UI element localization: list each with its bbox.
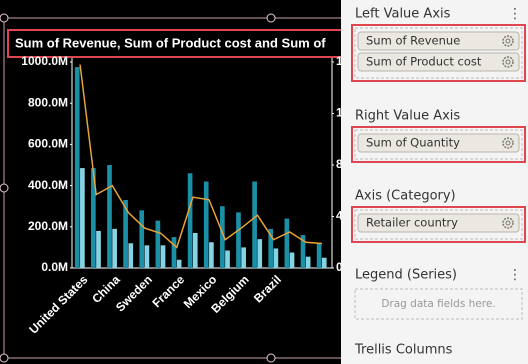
bar[interactable]: [252, 181, 257, 268]
canvas: [0, 0, 341, 364]
handles: [0, 13, 276, 363]
bar[interactable]: [220, 206, 225, 268]
section-title: Axis (Category): [355, 189, 456, 204]
bar[interactable]: [80, 168, 85, 268]
bar[interactable]: [160, 245, 166, 268]
bar[interactable]: [305, 256, 311, 268]
y2-tick-label: 16: [336, 54, 350, 68]
chart-title[interactable]: Sum of Revenue, Sum of Product cost and …: [15, 35, 326, 50]
field-label: Retailer country: [366, 216, 458, 230]
drop-zone: [354, 288, 523, 320]
y2-tick-label: 4: [336, 209, 343, 223]
kebab-menu[interactable]: ⋮: [508, 267, 522, 283]
y-tick-label: 1000.0M: [21, 54, 68, 68]
gear-hub: [505, 59, 511, 65]
bar[interactable]: [257, 239, 263, 268]
highlight: [351, 206, 526, 243]
gear-hub: [505, 38, 511, 44]
bar[interactable]: [123, 200, 128, 268]
bar[interactable]: [268, 228, 274, 268]
title-highlight: [7, 29, 341, 58]
bar[interactable]: [144, 245, 150, 268]
handle[interactable]: [266, 13, 276, 23]
bar[interactable]: [155, 220, 161, 268]
bar[interactable]: [236, 212, 241, 268]
bar[interactable]: [112, 228, 117, 268]
drop-zone: [354, 129, 523, 160]
field-label: Sum of Product cost: [366, 55, 482, 69]
bar[interactable]: [107, 165, 112, 268]
field-label: Sum of Revenue: [366, 34, 460, 48]
section-title: Trellis Columns: [354, 343, 453, 358]
handle[interactable]: [0, 183, 9, 193]
y-tick-label: 600.0M: [28, 137, 68, 151]
handle[interactable]: [0, 13, 9, 23]
bar[interactable]: [289, 252, 295, 268]
drop-zone: [354, 27, 523, 79]
field-label: Sum of Quantity: [366, 136, 460, 150]
field-pill[interactable]: [357, 133, 520, 153]
handle[interactable]: [0, 353, 9, 363]
bar[interactable]: [187, 173, 193, 268]
gear-icon[interactable]: [502, 137, 514, 149]
drop-zone: [354, 209, 523, 240]
bar[interactable]: [96, 230, 101, 268]
gear-hub: [505, 140, 511, 146]
bar[interactable]: [225, 250, 230, 268]
y2-tick-label: 8: [336, 157, 343, 171]
bar[interactable]: [321, 257, 327, 268]
bar[interactable]: [128, 243, 134, 268]
bar[interactable]: [284, 218, 290, 268]
gear-icon[interactable]: [502, 217, 514, 229]
y-tick-label: 400.0M: [28, 178, 68, 192]
y-tick-label: 0.0M: [41, 260, 68, 274]
field-pill[interactable]: [357, 213, 520, 233]
section-title: Left Value Axis: [355, 7, 451, 22]
bar[interactable]: [203, 181, 209, 268]
bar[interactable]: [273, 248, 279, 268]
bar[interactable]: [74, 67, 80, 269]
bar[interactable]: [300, 235, 306, 268]
gear-icon[interactable]: [502, 35, 514, 47]
y2-tick-label: 12: [336, 106, 350, 120]
drop-hint: Drag data fields here.: [381, 298, 495, 310]
y2-tick-label: 0: [336, 260, 343, 274]
bar[interactable]: [171, 237, 177, 268]
highlight: [351, 24, 526, 82]
bar[interactable]: [209, 242, 214, 268]
properties-panel: Left Value Axis ⋮ Sum of Revenue Sum of Pro…: [341, 0, 528, 364]
bar[interactable]: [192, 232, 198, 268]
field-pill[interactable]: [357, 52, 520, 72]
y-tick-label: 800.0M: [28, 95, 68, 109]
bar[interactable]: [241, 247, 246, 268]
field-pill[interactable]: [357, 31, 520, 51]
bar[interactable]: [91, 168, 96, 268]
gear-icon[interactable]: [502, 56, 514, 68]
handle[interactable]: [266, 353, 276, 363]
bar[interactable]: [316, 243, 322, 268]
gear-hub: [505, 220, 511, 226]
section-title: Legend (Series): [355, 268, 457, 283]
highlight: [351, 126, 526, 163]
bar[interactable]: [139, 210, 145, 268]
line: [79, 64, 322, 249]
kebab-menu[interactable]: ⋮: [508, 6, 522, 22]
bar[interactable]: [176, 259, 182, 268]
y-tick-label: 200.0M: [28, 219, 68, 233]
section-title: Right Value Axis: [355, 109, 460, 124]
